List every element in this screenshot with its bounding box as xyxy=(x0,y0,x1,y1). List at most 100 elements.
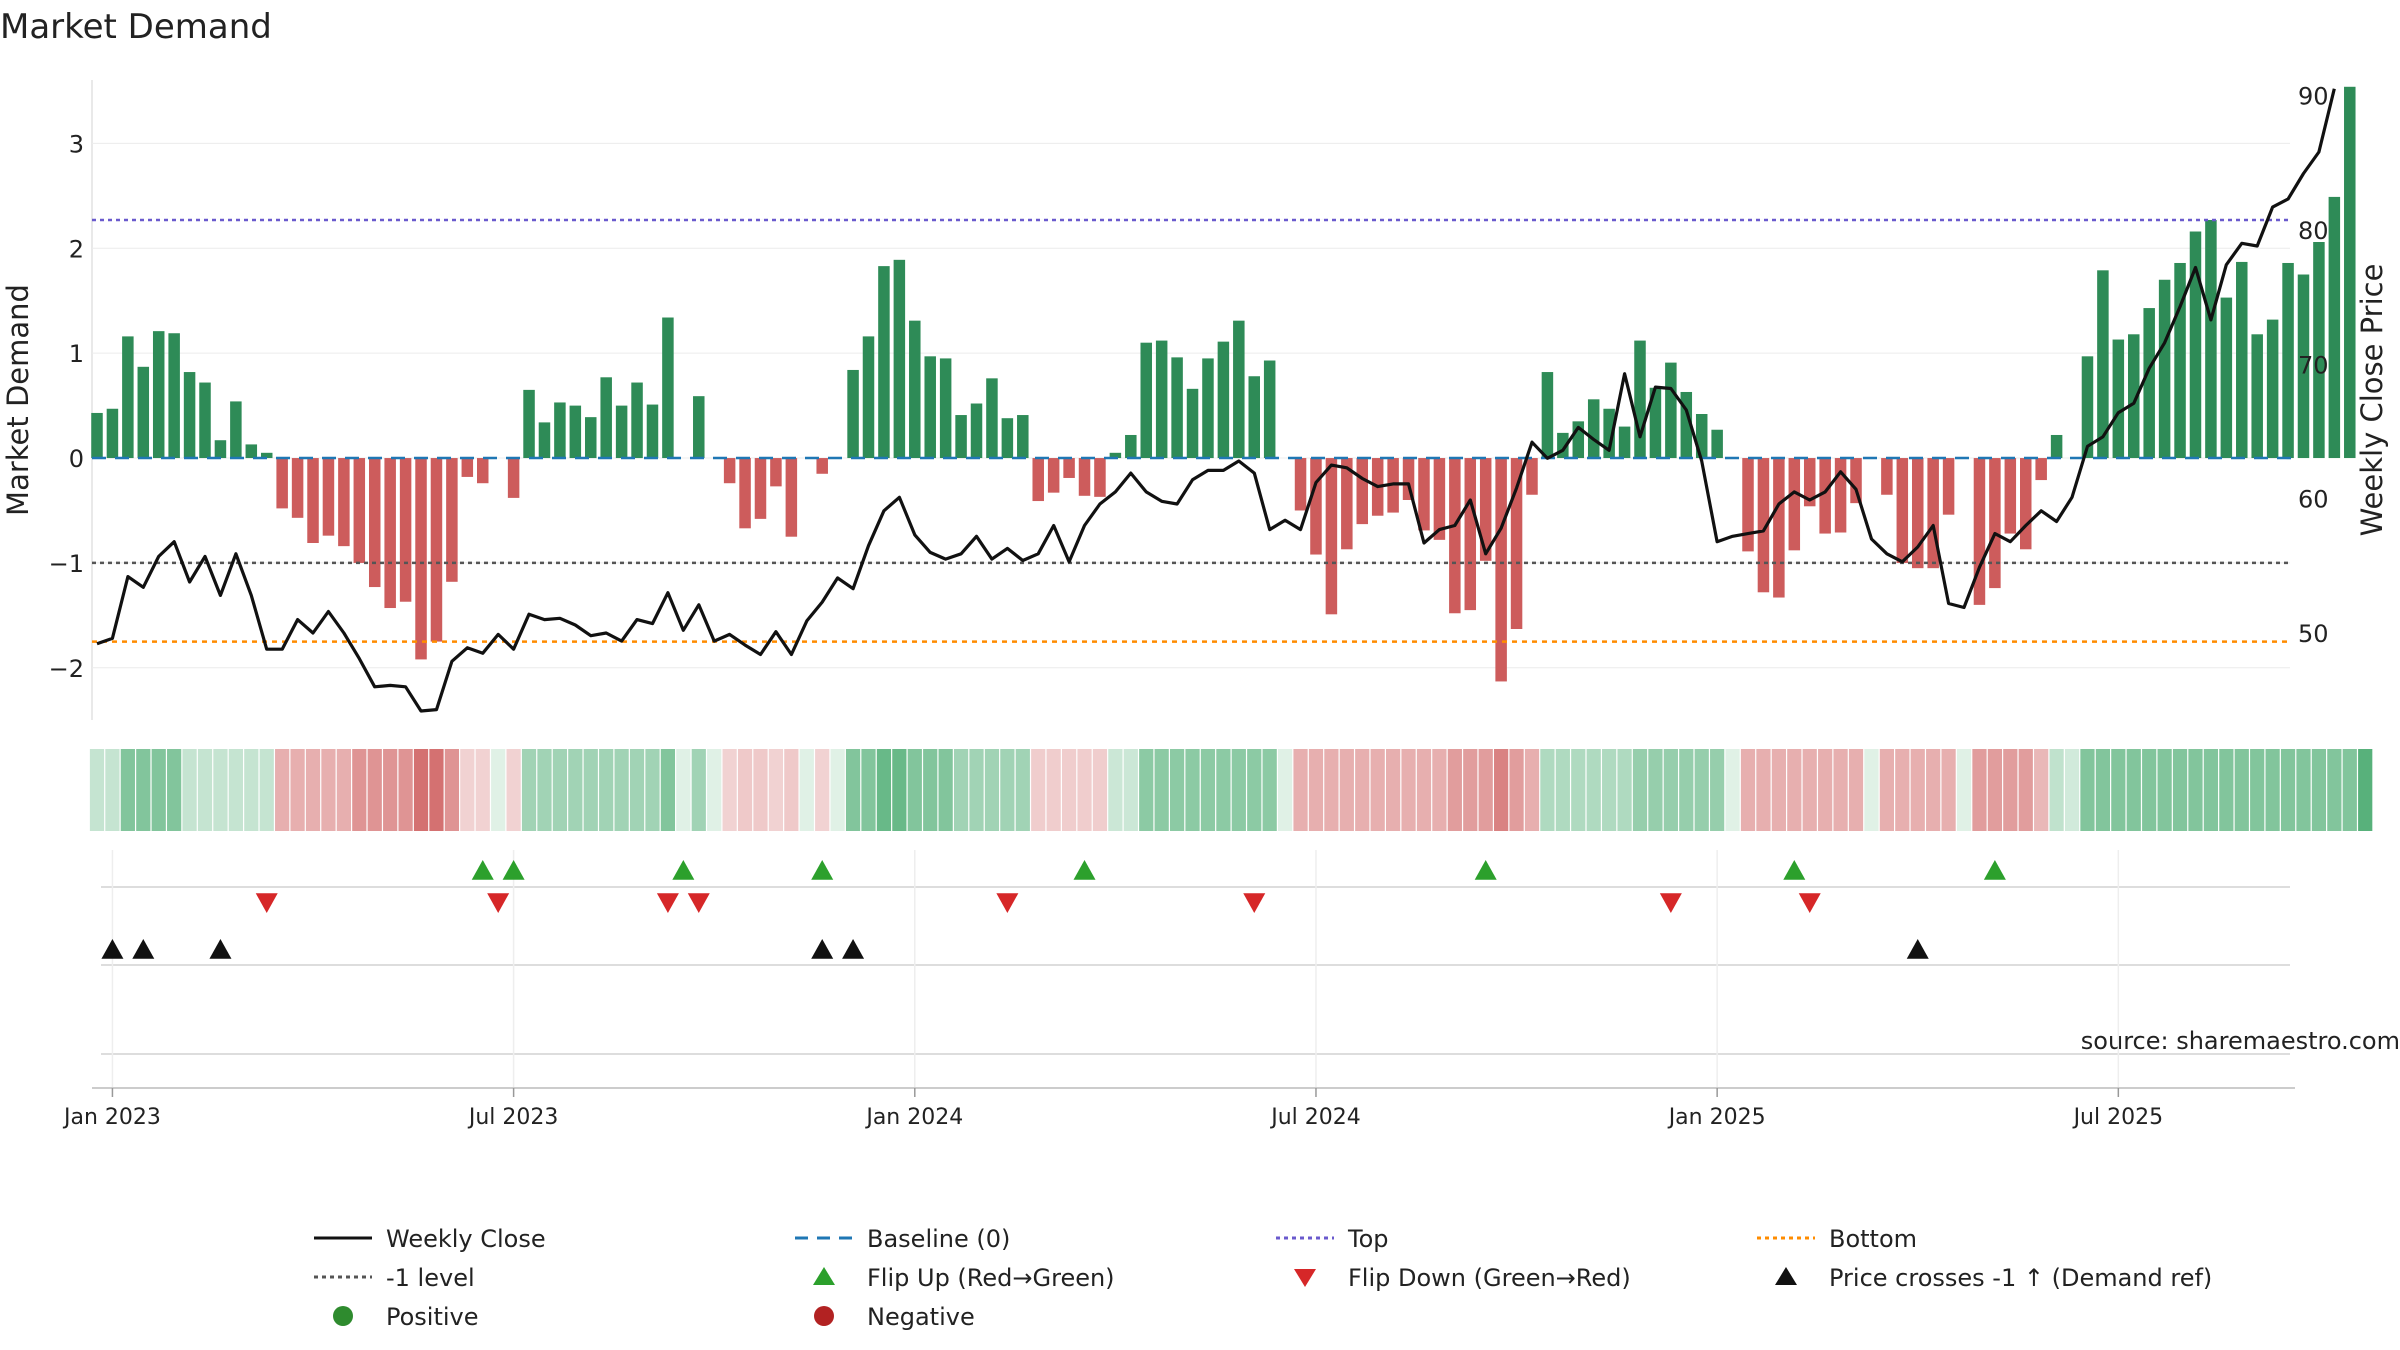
demand-bar xyxy=(1773,458,1785,598)
demand-bar xyxy=(322,458,335,536)
strip-cell xyxy=(969,749,984,831)
strip-cell xyxy=(429,749,444,831)
demand-bar xyxy=(1557,432,1569,459)
demand-bar xyxy=(693,396,705,459)
strip-cell xyxy=(1293,749,1308,831)
demand-bar xyxy=(137,366,150,459)
demand-bar xyxy=(1078,458,1091,496)
strip-cell xyxy=(2296,749,2311,831)
strip-cell xyxy=(1540,749,1555,831)
strip-cell xyxy=(1879,749,1894,831)
strip-cell xyxy=(1308,749,1324,831)
strip-cell xyxy=(1787,749,1802,831)
level-lines xyxy=(92,218,2292,643)
legend-swatch xyxy=(333,1306,353,1326)
y-tick-label: −2 xyxy=(49,655,84,683)
strip-cell xyxy=(537,749,552,831)
demand-bar xyxy=(307,458,319,543)
strip-cell xyxy=(1910,749,1925,831)
demand-bar xyxy=(569,405,582,459)
x-tick-label: Jan 2024 xyxy=(864,1105,963,1130)
strip-cell xyxy=(475,749,490,831)
demand-bar xyxy=(2251,334,2263,459)
demand-bar xyxy=(1896,458,1909,563)
demand-bar xyxy=(1047,458,1060,493)
strip-cell xyxy=(1679,749,1694,831)
flip-up-marker xyxy=(1073,860,1096,880)
demand-bar xyxy=(785,458,798,537)
demand-bar xyxy=(1510,458,1523,629)
strip-cell xyxy=(1139,749,1154,831)
strip-cell xyxy=(2327,749,2342,831)
flip-up-marker xyxy=(672,860,695,880)
strip-cell xyxy=(1818,749,1833,831)
demand-bar xyxy=(368,458,381,588)
demand-bar xyxy=(585,417,597,459)
strip-cell xyxy=(1416,749,1432,831)
strip-cell xyxy=(1710,749,1725,831)
strip-cell xyxy=(2234,749,2249,831)
strip-cell xyxy=(861,749,876,831)
demand-bar xyxy=(291,458,304,518)
legend-label: Flip Down (Green→Red) xyxy=(1348,1264,1631,1292)
strip-cell xyxy=(2157,749,2172,831)
strip-cell xyxy=(1632,749,1648,831)
demand-bars xyxy=(91,86,2356,682)
demand-bar xyxy=(1711,429,1723,459)
strip-cell xyxy=(2018,749,2033,831)
demand-bar xyxy=(260,452,273,459)
strip-cell xyxy=(2064,749,2080,831)
y-right-tick-label: 90 xyxy=(2298,83,2329,111)
demand-bar xyxy=(1695,414,1708,459)
demand-bar xyxy=(1017,415,1029,459)
strip-cell xyxy=(1648,749,1663,831)
demand-bar xyxy=(538,422,551,459)
demand-bar xyxy=(1109,452,1122,459)
strip-cell xyxy=(1509,749,1524,831)
flip-down-marker xyxy=(996,893,1019,913)
strip-cell xyxy=(151,749,166,831)
demand-bar xyxy=(2266,319,2279,459)
strip-cell xyxy=(1802,749,1817,831)
strip-cell xyxy=(2250,749,2265,831)
strip-cell xyxy=(845,749,861,831)
price-cross-marker xyxy=(132,939,155,959)
weekly-close-layer xyxy=(96,88,2336,713)
demand-bar xyxy=(446,458,458,582)
demand-bar xyxy=(338,458,350,547)
demand-bar xyxy=(1418,458,1430,531)
strip-cell xyxy=(1555,749,1570,831)
strip-cell xyxy=(1848,749,1864,831)
demand-bar xyxy=(461,458,474,477)
strip-cell xyxy=(2342,749,2357,831)
strip-cell xyxy=(1000,749,1015,831)
strip-cell xyxy=(1154,749,1169,831)
strip-cell xyxy=(707,749,722,831)
strip-cell xyxy=(552,749,568,831)
demand-bar xyxy=(1479,458,1492,561)
legend-swatch xyxy=(814,1306,834,1326)
strip-cell xyxy=(1015,749,1030,831)
demand-bar xyxy=(1449,458,1461,614)
demand-bar xyxy=(415,458,427,660)
strip-cell xyxy=(1247,749,1262,831)
strip-cell xyxy=(830,749,845,831)
strip-cell xyxy=(1077,749,1092,831)
demand-bar xyxy=(1341,458,1353,550)
legend-label: Flip Up (Red→Green) xyxy=(867,1264,1115,1292)
strip-cell xyxy=(1740,749,1756,831)
strip-cell xyxy=(1185,749,1200,831)
y-tick-label: 0 xyxy=(69,445,84,473)
strip-cell xyxy=(2265,749,2280,831)
flip-up-marker xyxy=(1983,860,2006,880)
demand-bar xyxy=(1294,458,1307,511)
legend-label: Bottom xyxy=(1829,1225,1917,1253)
price-cross-marker xyxy=(842,939,865,959)
legend-label: Positive xyxy=(386,1303,479,1331)
strip-cell xyxy=(2095,749,2111,831)
demand-bar xyxy=(1989,458,2001,589)
strip-cell xyxy=(1108,749,1123,831)
strip-cell xyxy=(1972,749,1987,831)
y-axis-label-left: Market Demand xyxy=(1,284,35,516)
